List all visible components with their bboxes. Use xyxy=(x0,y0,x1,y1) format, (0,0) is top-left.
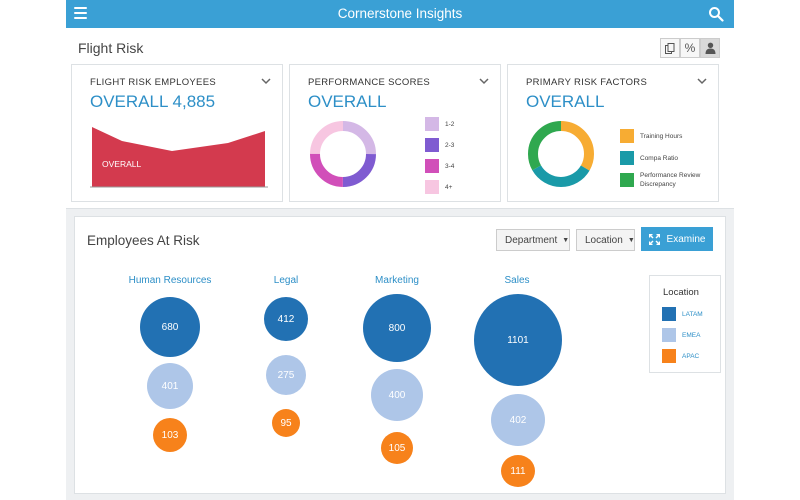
area-chart: OVERALL xyxy=(90,127,268,188)
risk-area xyxy=(92,127,265,187)
caret-down-icon: ▼ xyxy=(562,236,570,244)
overall-label: OVERALL xyxy=(308,92,387,111)
legend-item: 4+ xyxy=(425,180,452,194)
legend-item: APAC xyxy=(662,349,699,363)
legend-swatch xyxy=(620,151,634,165)
performance-donut xyxy=(310,121,376,187)
copy-view-icon[interactable] xyxy=(660,38,680,58)
flight-risk-employees-panel: FLIGHT RISK EMPLOYEES OVERALL 4,885 OVER… xyxy=(71,64,283,202)
donut-segment xyxy=(310,121,376,187)
primary-risk-factors-panel: PRIMARY RISK FACTORS OVERALL Training Ho… xyxy=(507,64,719,202)
legend-swatch xyxy=(620,129,634,143)
app-title: Cornerstone Insights xyxy=(337,6,463,21)
person-view-icon[interactable] xyxy=(700,38,720,58)
legend-swatch xyxy=(425,159,439,173)
panel-title: FLIGHT RISK EMPLOYEES xyxy=(90,77,216,88)
bubble-latam[interactable]: 800 xyxy=(363,294,431,362)
top-bar: Cornerstone Insights xyxy=(66,0,734,28)
legend-item: LATAM xyxy=(662,307,703,321)
chevron-down-icon[interactable] xyxy=(478,75,490,87)
overall-count: OVERALL 4,885 xyxy=(90,92,216,111)
donut-segment xyxy=(528,121,594,187)
bubble-emea[interactable]: 400 xyxy=(371,369,423,421)
legend-swatch xyxy=(620,173,634,187)
donut-segment xyxy=(310,121,376,187)
bubble-apac[interactable]: 95 xyxy=(272,409,300,437)
percent-view-icon[interactable]: % xyxy=(680,38,700,58)
column-label-marketing: Marketing xyxy=(375,275,419,286)
risk-factors-donut xyxy=(528,121,594,187)
legend-swatch xyxy=(425,117,439,131)
legend-swatch xyxy=(662,307,676,321)
caret-down-icon: ▼ xyxy=(627,236,635,244)
legend-item: 2-3 xyxy=(425,138,454,152)
panel-title: PERFORMANCE SCORES xyxy=(308,77,431,88)
bubble-emea[interactable]: 402 xyxy=(491,394,545,446)
bubble-emea[interactable]: 401 xyxy=(147,363,193,409)
legend-item: EMEA xyxy=(662,328,700,342)
panel-title: PRIMARY RISK FACTORS xyxy=(526,77,648,88)
legend-swatch xyxy=(662,349,676,363)
legend-item: 3-4 xyxy=(425,159,454,173)
chevron-down-icon[interactable] xyxy=(260,75,272,87)
performance-scores-panel: PERFORMANCE SCORES OVERALL 1-2 2-3 3-4 4… xyxy=(289,64,501,202)
bubble-latam[interactable]: 1101 xyxy=(474,294,562,386)
location-dropdown[interactable]: Location ▼ xyxy=(576,229,635,251)
legend-item: Performance Review Discrepancy xyxy=(620,171,712,189)
bubble-apac[interactable]: 103 xyxy=(153,418,187,452)
donut-segment xyxy=(310,121,376,187)
department-dropdown[interactable]: Department ▼ xyxy=(496,229,570,251)
bubble-apac[interactable]: 105 xyxy=(381,432,413,464)
chevron-down-icon[interactable] xyxy=(696,75,708,87)
legend-item: 1-2 xyxy=(425,117,454,131)
donut-segment xyxy=(528,121,594,187)
section-title: Employees At Risk xyxy=(87,233,200,248)
bubble-emea[interactable]: 275 xyxy=(266,355,306,395)
bubble-apac[interactable]: 111 xyxy=(501,455,535,487)
legend-item: Training Hours xyxy=(620,129,682,143)
column-label-hr: Human Resources xyxy=(128,275,212,286)
legend-swatch xyxy=(425,180,439,194)
section-title: Flight Risk xyxy=(78,40,144,56)
legend-title: Location xyxy=(663,287,699,298)
employees-at-risk-card: Employees At Risk Department ▼ Location ▼ … xyxy=(74,216,726,494)
bubble-latam[interactable]: 680 xyxy=(140,297,200,357)
area-label: OVERALL xyxy=(102,159,141,169)
location-legend: Location LATAM EMEA APAC xyxy=(649,275,721,373)
flight-risk-card: Flight Risk % FLIGHT RISK EMPLOYEES OVER… xyxy=(66,28,734,208)
legend-item: Compa Ratio xyxy=(620,151,678,165)
legend-swatch xyxy=(425,138,439,152)
view-toggle-group: % xyxy=(660,38,720,58)
expand-icon xyxy=(648,233,660,245)
legend-swatch xyxy=(662,328,676,342)
menu-icon[interactable] xyxy=(74,7,87,19)
column-label-legal: Legal xyxy=(273,275,299,286)
search-icon[interactable] xyxy=(708,6,724,22)
examine-button[interactable]: Examine xyxy=(641,227,713,251)
bubble-latam[interactable]: 412 xyxy=(264,297,308,341)
column-label-sales: Sales xyxy=(504,275,530,286)
overall-label: OVERALL xyxy=(526,92,605,111)
section-divider xyxy=(66,208,734,209)
app-window: Cornerstone Insights Flight Risk % FLIGH… xyxy=(66,0,734,500)
